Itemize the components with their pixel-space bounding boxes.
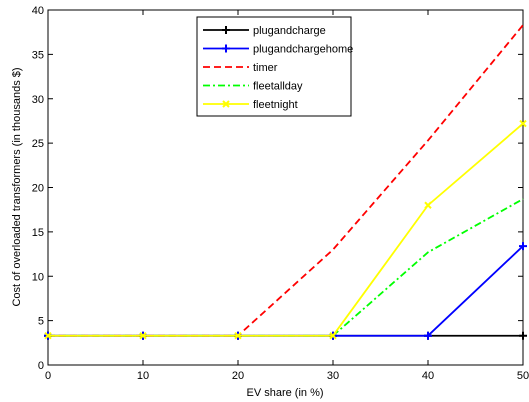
series-fleetnight	[44, 119, 527, 340]
legend-label-fleetallday: fleetallday	[253, 81, 303, 93]
x-tick-label: 0	[45, 370, 51, 382]
data-point-plugandcharge	[519, 331, 527, 340]
y-tick-label: 30	[32, 94, 44, 106]
x-axis: 0 10 20 30 40 50	[45, 10, 529, 382]
y-tick-label: 25	[32, 138, 44, 150]
y-tick-label: 40	[32, 5, 44, 17]
legend-label-plugandchargehome: plugandchargehome	[253, 44, 353, 56]
y-tick-label: 10	[32, 271, 44, 283]
y-axis-label: Cost of overloaded transformers (in thou…	[11, 67, 23, 306]
data-point-fleetnight	[44, 332, 52, 340]
data-point-fleetnight	[234, 332, 242, 340]
data-point-fleetnight	[329, 332, 337, 340]
data-point-fleetnight	[139, 332, 147, 340]
y-tick-label: 0	[38, 360, 44, 372]
y-tick-label: 20	[32, 183, 44, 195]
legend-marker-plugandcharge	[222, 26, 230, 34]
legend-label-fleetnight: fleetnight	[253, 99, 298, 111]
data-point-fleetnight	[519, 119, 527, 128]
x-tick-label: 20	[232, 370, 244, 382]
y-axis: 0 5 10 15 20 25 30 35 40	[32, 5, 523, 372]
legend-box	[196, 16, 352, 117]
legend-marker-plugandchargehome	[222, 44, 230, 53]
data-point-plugandchargehome	[519, 242, 527, 251]
y-tick-label: 5	[38, 316, 44, 328]
x-tick-label: 30	[327, 370, 339, 382]
x-tick-label: 40	[422, 370, 434, 382]
x-tick-label: 50	[517, 370, 529, 382]
x-tick-label: 10	[137, 370, 149, 382]
series-layer	[44, 24, 527, 340]
data-point-plugandchargehome	[424, 331, 432, 340]
legend-label-timer: timer	[253, 62, 278, 74]
x-axis-label: EV share (in %)	[246, 387, 323, 399]
legend: plugandcharge plugandchargehome timer fleet…	[196, 16, 353, 117]
legend-label-plugandcharge: plugandcharge	[253, 25, 326, 37]
series-line-fleetnight	[48, 122, 524, 337]
y-tick-label: 15	[32, 227, 44, 239]
y-tick-label: 35	[32, 49, 44, 61]
legend-marker-fleetnight	[222, 100, 230, 108]
data-point-fleetnight	[424, 201, 432, 209]
